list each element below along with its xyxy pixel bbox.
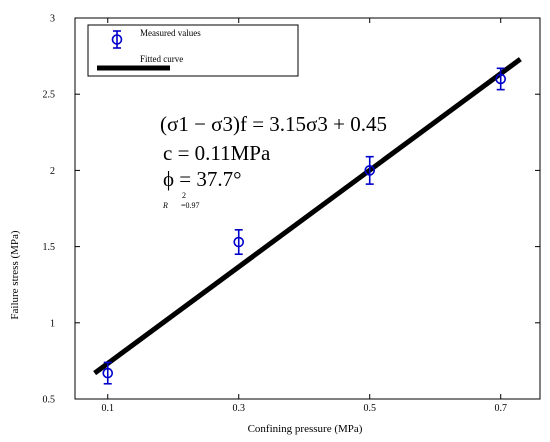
legend-label-measured: Measured values bbox=[140, 28, 201, 38]
r-squared-symbol: R bbox=[162, 201, 168, 210]
point-marker bbox=[364, 165, 376, 176]
y-tick-label: 1 bbox=[50, 318, 55, 329]
y-tick-label: 3 bbox=[50, 14, 55, 25]
cohesion-value: c = 0.11MPa bbox=[163, 141, 271, 165]
measured-point bbox=[233, 229, 245, 256]
x-axis-ticks: 0.1 0.3 0.5 0.7 bbox=[101, 18, 507, 414]
fitted-curve-line bbox=[93, 57, 522, 376]
plot-frame bbox=[74, 17, 541, 400]
y-axis-label: Failure stress (MPa) bbox=[9, 230, 21, 320]
y-axis-ticks: 0.5 1 1.5 2 2.5 3 bbox=[43, 14, 540, 406]
measured-point bbox=[102, 361, 114, 385]
fit-equation: (σ1 − σ3)f = 3.15σ3 + 0.45 bbox=[160, 112, 387, 136]
r-squared-value: =0.97 bbox=[181, 201, 200, 210]
y-tick-label: 1.5 bbox=[43, 242, 56, 253]
measured-point bbox=[495, 67, 507, 91]
r-squared-exponent: 2 bbox=[182, 191, 186, 200]
y-tick-label: 0.5 bbox=[43, 395, 56, 406]
legend-label-fitted: Fitted curve bbox=[140, 54, 183, 64]
point-marker bbox=[102, 367, 114, 379]
x-tick-label: 0.7 bbox=[494, 403, 507, 414]
y-tick-label: 2 bbox=[50, 166, 55, 177]
y-tick-label: 2.5 bbox=[43, 90, 56, 101]
measured-point bbox=[364, 155, 376, 185]
point-marker bbox=[495, 73, 507, 85]
x-axis-label: Confining pressure (MPa) bbox=[248, 423, 363, 435]
point-marker bbox=[233, 236, 245, 248]
x-tick-label: 0.3 bbox=[232, 403, 245, 414]
legend-marker-measured bbox=[111, 30, 123, 49]
measured-values-points bbox=[102, 67, 507, 385]
friction-angle-value: ϕ = 37.7° bbox=[163, 167, 242, 191]
x-tick-label: 0.1 bbox=[101, 403, 114, 414]
x-tick-label: 0.5 bbox=[363, 403, 376, 414]
legend: Measured values Fitted curve bbox=[87, 24, 299, 77]
